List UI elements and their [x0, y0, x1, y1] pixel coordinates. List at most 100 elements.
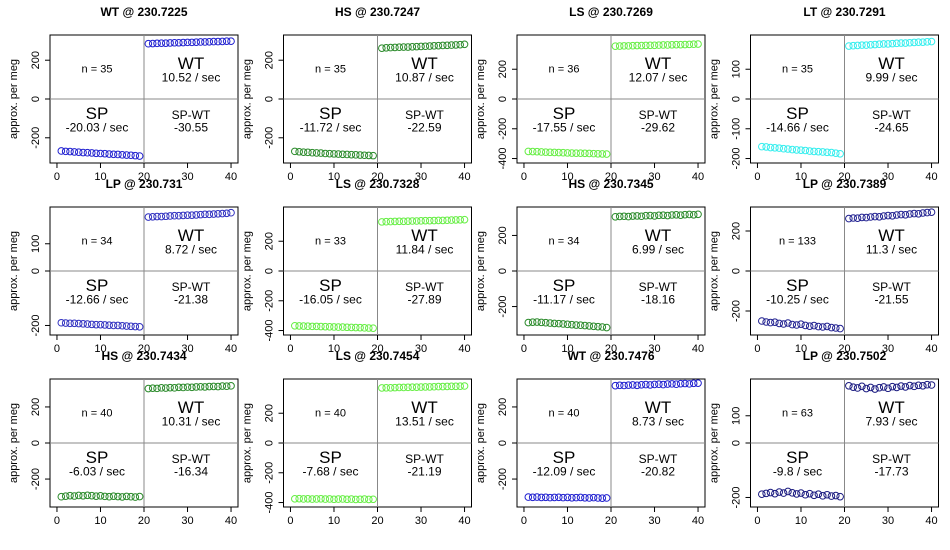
annotation: SP-WT [172, 280, 211, 294]
point [430, 216, 438, 225]
annotation: SP-WT [639, 108, 678, 122]
x-tick-label: 10 [795, 515, 807, 527]
y-tick-label: 200 [497, 226, 509, 244]
point [399, 383, 408, 392]
point [222, 382, 231, 391]
point [550, 493, 559, 502]
x-tick-label: 30 [415, 343, 427, 355]
annotation: SP [319, 104, 342, 123]
point [685, 40, 694, 49]
x-tick-label: 10 [795, 171, 807, 183]
x-tick-label: 0 [754, 343, 760, 355]
point [831, 491, 840, 500]
point [762, 318, 770, 326]
point [923, 38, 931, 46]
annotation: 13.51 / sec [395, 415, 454, 429]
x-tick-label: 20 [605, 515, 617, 527]
point [858, 213, 866, 222]
y-tick-label: -200 [263, 462, 275, 484]
chart-title: WT @ 230.7225 [100, 5, 187, 19]
point [157, 39, 166, 47]
point [689, 211, 698, 219]
x-tick-label: 40 [692, 343, 704, 355]
annotation: -27.89 [407, 293, 441, 307]
y-tick-label: -200 [263, 290, 275, 312]
point [79, 492, 87, 500]
x-tick-label: 20 [138, 515, 150, 527]
annotation: WT [178, 398, 204, 417]
point [308, 495, 317, 503]
y-axis-label: approx. per meg [8, 403, 20, 483]
point [438, 382, 447, 391]
y-tick-label: 200 [263, 51, 275, 69]
point [443, 382, 451, 391]
point [563, 493, 572, 502]
point [87, 320, 96, 329]
annotation: n = 40 [315, 407, 346, 419]
point [581, 149, 589, 158]
point [364, 324, 373, 332]
point [923, 208, 931, 217]
point [291, 495, 299, 503]
point [615, 381, 624, 390]
point [114, 150, 122, 159]
point [356, 495, 364, 504]
point [57, 318, 66, 327]
point [546, 148, 554, 157]
x-tick-label: 30 [181, 343, 193, 355]
annotation: SP-WT [172, 108, 211, 122]
point [797, 146, 805, 154]
point [642, 211, 650, 220]
point [655, 41, 663, 49]
point [879, 212, 888, 220]
point [581, 321, 589, 330]
point [460, 40, 469, 49]
point [563, 320, 572, 329]
point [299, 148, 308, 156]
point [434, 382, 443, 391]
point [668, 380, 676, 388]
annotation: -12.66 / sec [66, 293, 129, 307]
annotation: -6.03 / sec [69, 465, 125, 479]
point [897, 382, 905, 390]
point [338, 150, 347, 159]
annotation: SP [86, 276, 109, 295]
point [528, 493, 537, 502]
point [404, 383, 412, 392]
point [334, 495, 343, 503]
point [766, 488, 775, 497]
annotation: n = 133 [779, 235, 816, 247]
point [417, 217, 425, 225]
point [585, 322, 594, 330]
point [175, 211, 183, 220]
point [814, 322, 823, 331]
point [668, 211, 676, 219]
point [598, 494, 607, 502]
annotation: SP [553, 276, 576, 295]
annotation: n = 35 [82, 63, 113, 75]
annotation: n = 34 [82, 235, 113, 247]
point [118, 493, 127, 501]
point [546, 493, 554, 502]
point [762, 489, 770, 498]
annotation: 8.72 / sec [165, 243, 217, 257]
annotation: 7.93 / sec [865, 415, 917, 429]
x-tick-label: 0 [287, 515, 293, 527]
y-tick-label: 200 [497, 60, 509, 78]
point [153, 39, 161, 48]
point [109, 150, 118, 159]
point [382, 217, 391, 226]
chart-title: LS @ 230.7269 [569, 5, 653, 19]
y-tick-label: 0 [263, 96, 275, 102]
point [901, 39, 910, 47]
y-tick-label: 100 [730, 407, 742, 425]
annotation: -21.19 [407, 465, 441, 479]
point [295, 147, 303, 156]
point [456, 382, 464, 390]
point [443, 216, 451, 225]
chart-title: WT @ 230.7476 [567, 349, 654, 363]
point [620, 381, 628, 390]
point [541, 148, 550, 156]
annotation: SP [86, 448, 109, 467]
